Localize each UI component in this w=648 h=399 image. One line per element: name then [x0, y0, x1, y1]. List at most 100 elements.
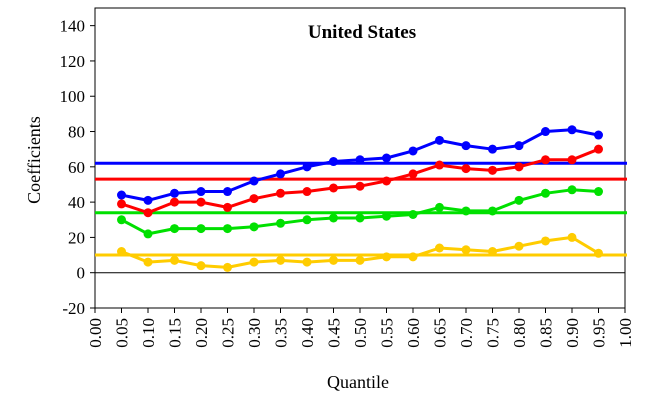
data-point: [117, 190, 126, 200]
x-tick-label: 0.70: [457, 318, 476, 348]
x-tick-labels: 0.00 0.05 0.10 0.15 0.20 0.25 0.30 0.35 0.40 0.45…: [86, 318, 635, 348]
data-point: [329, 157, 338, 167]
data-point: [541, 188, 550, 198]
data-points: [117, 125, 603, 272]
data-point: [488, 165, 497, 175]
data-point: [276, 255, 285, 265]
data-point: [435, 160, 444, 170]
data-point: [355, 181, 365, 191]
data-point: [196, 261, 206, 271]
data-point: [355, 213, 365, 223]
data-point: [382, 211, 391, 221]
x-tick-label: 0.65: [431, 318, 450, 348]
data-point: [541, 127, 550, 137]
data-point: [594, 187, 603, 197]
x-tick-label: 0.50: [351, 318, 370, 348]
data-point: [514, 195, 524, 205]
data-point: [143, 257, 153, 267]
y-tick-label: 40: [68, 193, 85, 212]
x-axis-title: Quantile: [327, 372, 389, 392]
data-point: [302, 162, 312, 172]
data-point: [541, 236, 550, 246]
y-tick-label: 80: [68, 123, 85, 142]
data-point: [170, 188, 179, 198]
data-point: [302, 187, 312, 197]
data-point: [117, 215, 126, 225]
data-point: [567, 185, 577, 195]
data-point: [329, 213, 338, 223]
data-point: [488, 144, 497, 154]
data-point: [196, 224, 206, 234]
data-point: [488, 206, 497, 216]
x-tick-label: 0.95: [590, 318, 609, 348]
data-point: [249, 257, 259, 267]
data-point: [329, 255, 338, 265]
x-tick-label: 0.10: [139, 318, 158, 348]
y-axis-title: Coefficients: [24, 116, 44, 204]
y-tick-label: 60: [68, 158, 85, 177]
data-point: [541, 155, 550, 165]
data-point: [223, 224, 232, 234]
x-tick-label: 0.60: [404, 318, 423, 348]
data-point: [196, 187, 206, 197]
data-point: [408, 169, 418, 179]
x-tick-label: 0.25: [219, 318, 238, 348]
data-point: [355, 255, 365, 265]
x-tick-label: 0.55: [378, 318, 397, 348]
data-point: [461, 164, 471, 174]
y-tick-label: 140: [60, 17, 86, 36]
x-tick-label: 0.40: [298, 318, 317, 348]
data-point: [408, 209, 418, 219]
data-point: [143, 208, 153, 218]
y-tick-label: 20: [68, 228, 85, 247]
x-tick-label: 0.15: [166, 318, 185, 348]
data-point: [408, 252, 418, 262]
series-lines: [120, 128, 600, 269]
data-point: [170, 255, 179, 265]
data-point: [196, 197, 206, 207]
data-point: [461, 245, 471, 255]
data-point: [223, 262, 232, 272]
data-point: [514, 162, 524, 172]
x-tick-label: 0.75: [484, 318, 503, 348]
data-point: [329, 183, 338, 193]
chart-title: United States: [308, 22, 416, 43]
data-point: [302, 215, 312, 225]
data-point: [117, 247, 126, 257]
data-point: [514, 241, 524, 251]
data-point: [143, 195, 153, 205]
x-tick-label: 0.80: [510, 318, 529, 348]
y-tick-label: 0: [77, 264, 86, 283]
data-point: [276, 218, 285, 228]
data-point: [435, 202, 444, 212]
data-point: [223, 187, 232, 197]
data-point: [302, 257, 312, 267]
data-point: [461, 206, 471, 216]
axes: [90, 7, 626, 313]
data-point: [276, 188, 285, 198]
data-point: [249, 222, 259, 232]
data-point: [435, 135, 444, 145]
data-point: [567, 232, 577, 242]
data-point: [567, 125, 577, 135]
data-point: [382, 153, 391, 163]
data-point: [408, 146, 418, 156]
y-tick-labels: -20 0 20 40 60 80 100 120 140: [60, 17, 86, 318]
data-point: [143, 229, 153, 239]
data-point: [249, 176, 259, 186]
data-point: [488, 247, 497, 257]
y-tick-label: -20: [62, 299, 85, 318]
y-tick-label: 120: [60, 52, 86, 71]
data-point: [276, 169, 285, 179]
x-tick-label: 0.45: [325, 318, 344, 348]
data-point: [594, 248, 603, 258]
data-point: [170, 197, 179, 207]
y-tick-label: 100: [60, 87, 86, 106]
x-tick-label: 0.05: [113, 318, 132, 348]
x-tick-label: 0.20: [192, 318, 211, 348]
x-tick-label: 0.35: [272, 318, 291, 348]
data-point: [382, 252, 391, 262]
data-point: [567, 155, 577, 165]
x-tick-label: 0.85: [537, 318, 556, 348]
